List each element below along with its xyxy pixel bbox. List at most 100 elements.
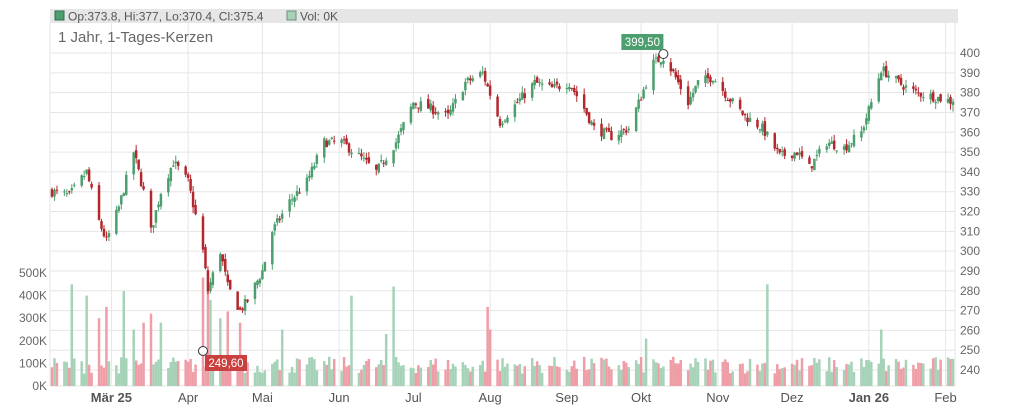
candle-body (714, 81, 717, 83)
candle-body (295, 191, 299, 196)
candle-body (810, 166, 814, 169)
volume-bar (97, 318, 101, 386)
candle (922, 91, 925, 102)
candle-body (887, 75, 890, 78)
candle-body (350, 152, 353, 155)
volume-bar (461, 362, 465, 386)
candle-body (518, 98, 522, 102)
volume-bar (115, 365, 118, 386)
candle-body (478, 72, 482, 77)
candle-body (402, 122, 405, 131)
candle-body (246, 299, 249, 302)
candle-body (68, 191, 71, 193)
candle (679, 75, 682, 95)
candle (367, 152, 371, 164)
candle-body (379, 160, 383, 162)
candle-body (102, 228, 106, 237)
candle (573, 85, 576, 96)
month-label: Nov (706, 390, 730, 405)
candle (397, 130, 400, 149)
volume-bar (221, 370, 225, 386)
candle (714, 79, 717, 83)
volume-bar (766, 284, 769, 386)
candle-body (481, 71, 484, 73)
volume-bar (798, 370, 801, 386)
candle (276, 214, 279, 226)
candle (419, 96, 423, 113)
volume-bar (743, 373, 747, 386)
candle-body (290, 199, 294, 201)
candle (766, 130, 769, 138)
volume-bar (558, 367, 561, 386)
candle-body (469, 78, 472, 81)
candle-body (466, 77, 470, 81)
candle (219, 252, 222, 273)
volume-bar (738, 364, 742, 386)
candle (887, 70, 890, 82)
volume-bar (323, 361, 326, 386)
volume-bar (132, 329, 135, 386)
candle-body (137, 159, 140, 170)
volume-bar (342, 357, 346, 386)
candle (204, 244, 207, 270)
candle-body (347, 143, 351, 153)
volume-bar (134, 360, 138, 386)
candle-body (298, 192, 301, 194)
candle (100, 218, 103, 232)
candle-body (211, 272, 215, 286)
volume-bar (204, 366, 207, 386)
volume-bar (862, 366, 866, 386)
candle-body (830, 141, 833, 144)
candle-body (904, 85, 908, 88)
volume-bar (523, 366, 527, 386)
candle-body (538, 82, 541, 84)
candle (939, 93, 942, 103)
candle (384, 157, 388, 167)
candle (90, 181, 93, 190)
candle (627, 125, 630, 134)
candle-body (513, 104, 517, 118)
volume-bar (481, 360, 484, 386)
candle-body (548, 82, 551, 85)
volume-bar (384, 334, 388, 386)
low-marker-label-bg (204, 354, 247, 371)
candle-body (159, 194, 163, 207)
candle (550, 81, 554, 88)
candle (184, 165, 187, 178)
candle (818, 145, 821, 158)
candle-body (917, 92, 920, 94)
candle-body (253, 282, 257, 299)
candle-body (263, 261, 267, 272)
candle (778, 148, 781, 155)
volume-bar (676, 363, 680, 386)
volume-bar (912, 364, 915, 386)
volume-bar (795, 359, 799, 386)
candle-body (194, 205, 197, 215)
month-label: Jul (405, 390, 422, 405)
volume-bar (946, 357, 950, 386)
volume-bar (620, 369, 623, 386)
candle-body (847, 145, 851, 153)
candle-body (154, 210, 158, 223)
volume-bar (672, 356, 675, 386)
candle-body (582, 94, 586, 109)
candle-body (73, 184, 76, 186)
volume-bar (226, 311, 229, 386)
candle (590, 120, 593, 126)
candle-body (256, 280, 259, 285)
candle (228, 279, 232, 291)
volume-bar (724, 359, 727, 386)
volume-bar (310, 357, 314, 386)
candle-body (696, 80, 700, 86)
candle (409, 103, 413, 125)
volume-bar (241, 365, 244, 386)
volume-bar (506, 363, 509, 386)
price-tick-label: 390 (960, 66, 980, 80)
volume-legend-text: Vol: 0K (300, 10, 338, 24)
candle-body (280, 213, 284, 219)
candle-body (414, 103, 418, 105)
volume-bar (503, 366, 507, 386)
volume-bar (847, 364, 851, 386)
volume-bar (654, 362, 658, 386)
candle (342, 135, 346, 145)
